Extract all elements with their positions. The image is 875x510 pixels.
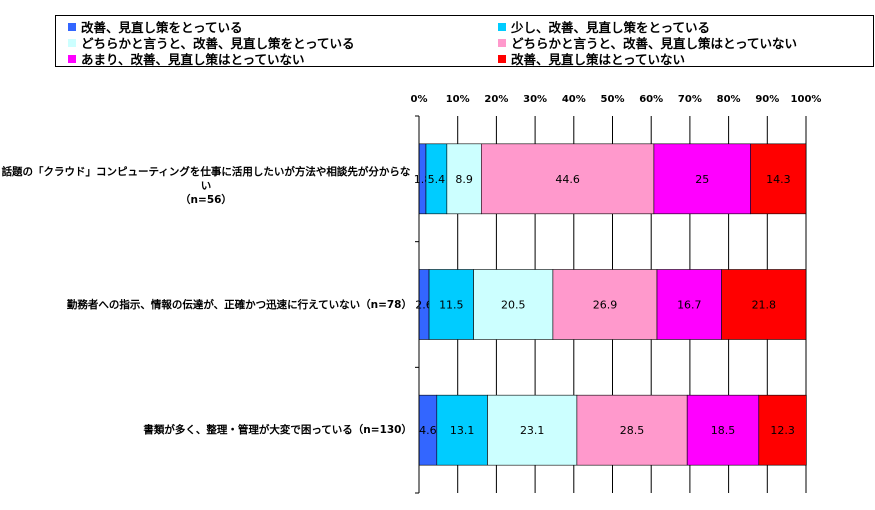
- legend-label: あまり、改善、見直し策はとっていない: [81, 52, 305, 67]
- bar-segment: [473, 269, 554, 340]
- bar-segment: [446, 143, 482, 215]
- x-tick-label: 80%: [717, 94, 741, 105]
- legend-swatch: [498, 54, 506, 63]
- data-label: 12.3: [770, 424, 795, 437]
- category-label-line: 話題の「クラウド」コンピューティングを仕事に活用したいが方法や相談先が分からない: [1, 165, 411, 192]
- category-label-line: 書類が多く、整理・管理が大変で困っている（n=130）: [143, 424, 412, 437]
- legend-label: どちらかと言うと、改善、見直し策はとっていない: [511, 36, 798, 51]
- bar-segment: [487, 394, 578, 466]
- category-label: 話題の「クラウド」コンピューティングを仕事に活用したいが方法や相談先が分からない…: [0, 165, 412, 207]
- legend-swatch: [68, 54, 76, 63]
- bar-segment: [576, 394, 688, 466]
- legend-item: 改善、見直し策はとっていない: [498, 49, 685, 68]
- x-tick-label: 50%: [601, 94, 625, 105]
- x-tick-label: 20%: [484, 94, 508, 105]
- legend-label: 少し、改善、見直し策をとっている: [511, 20, 711, 35]
- x-tick-label: 60%: [639, 94, 663, 105]
- data-label: 26.9: [593, 299, 618, 312]
- category-label-line: 勤務者への指示、情報の伝達が、正確かつ迅速に行えていない（n=78）: [66, 298, 412, 311]
- data-label: 5.4: [428, 173, 446, 186]
- bar-segment: [758, 394, 807, 466]
- x-tick-label: 70%: [678, 94, 702, 105]
- x-tick-label: 0%: [411, 94, 428, 105]
- bar-segment: [750, 143, 807, 215]
- data-label: 21.8: [752, 299, 777, 312]
- legend-swatch: [498, 22, 506, 31]
- data-label: 11.5: [439, 299, 464, 312]
- legend-item: どちらかと言うと、改善、見直し策をとっている: [68, 33, 355, 52]
- legend-swatch: [68, 38, 76, 47]
- category-label-line: （n=56）: [180, 193, 232, 206]
- legend-label: どちらかと言うと、改善、見直し策をとっている: [81, 36, 355, 51]
- data-label: 23.1: [520, 424, 545, 437]
- legend-item: あまり、改善、見直し策はとっていない: [68, 49, 305, 68]
- data-label: 2.6: [415, 299, 433, 312]
- category-label: 書類が多く、整理・管理が大変で困っている（n=130）: [143, 423, 412, 437]
- legend-label: 改善、見直し策をとっている: [81, 20, 243, 35]
- data-label: 4.6: [419, 424, 437, 437]
- legend-item: 少し、改善、見直し策をとっている: [498, 17, 710, 36]
- x-tick-label: 40%: [562, 94, 586, 105]
- legend-item: どちらかと言うと、改善、見直し策はとっていない: [498, 33, 797, 52]
- bar-segment: [721, 269, 807, 340]
- data-label: 16.7: [677, 299, 702, 312]
- bar-segment: [436, 394, 488, 466]
- data-label: 28.5: [620, 424, 645, 437]
- data-label: 25: [695, 173, 709, 186]
- data-label: 8.9: [455, 173, 473, 186]
- legend-swatch: [498, 38, 506, 47]
- bar-segment: [428, 269, 474, 340]
- x-tick-label: 30%: [523, 94, 547, 105]
- legend: 改善、見直し策をとっている 少し、改善、見直し策をとっている どちらかと言うと、改善…: [55, 15, 874, 67]
- data-label: 14.3: [766, 173, 791, 186]
- bar-segment: [552, 269, 658, 340]
- legend-label: 改善、見直し策はとっていない: [511, 52, 686, 67]
- bar-segment: [653, 143, 751, 215]
- x-tick-label: 90%: [755, 94, 779, 105]
- data-label: 44.6: [555, 173, 580, 186]
- data-label: 20.5: [501, 299, 526, 312]
- x-tick-label: 10%: [446, 94, 470, 105]
- data-label: 13.1: [450, 424, 475, 437]
- legend-item: 改善、見直し策をとっている: [68, 17, 243, 36]
- data-label: 18.5: [711, 424, 736, 437]
- bar-segment: [686, 394, 760, 466]
- bar-segment: [481, 143, 655, 215]
- x-tick-label: 100%: [791, 94, 822, 105]
- bar-segment: [656, 269, 722, 340]
- category-label: 勤務者への指示、情報の伝達が、正確かつ迅速に行えていない（n=78）: [67, 298, 412, 312]
- legend-swatch: [68, 22, 76, 31]
